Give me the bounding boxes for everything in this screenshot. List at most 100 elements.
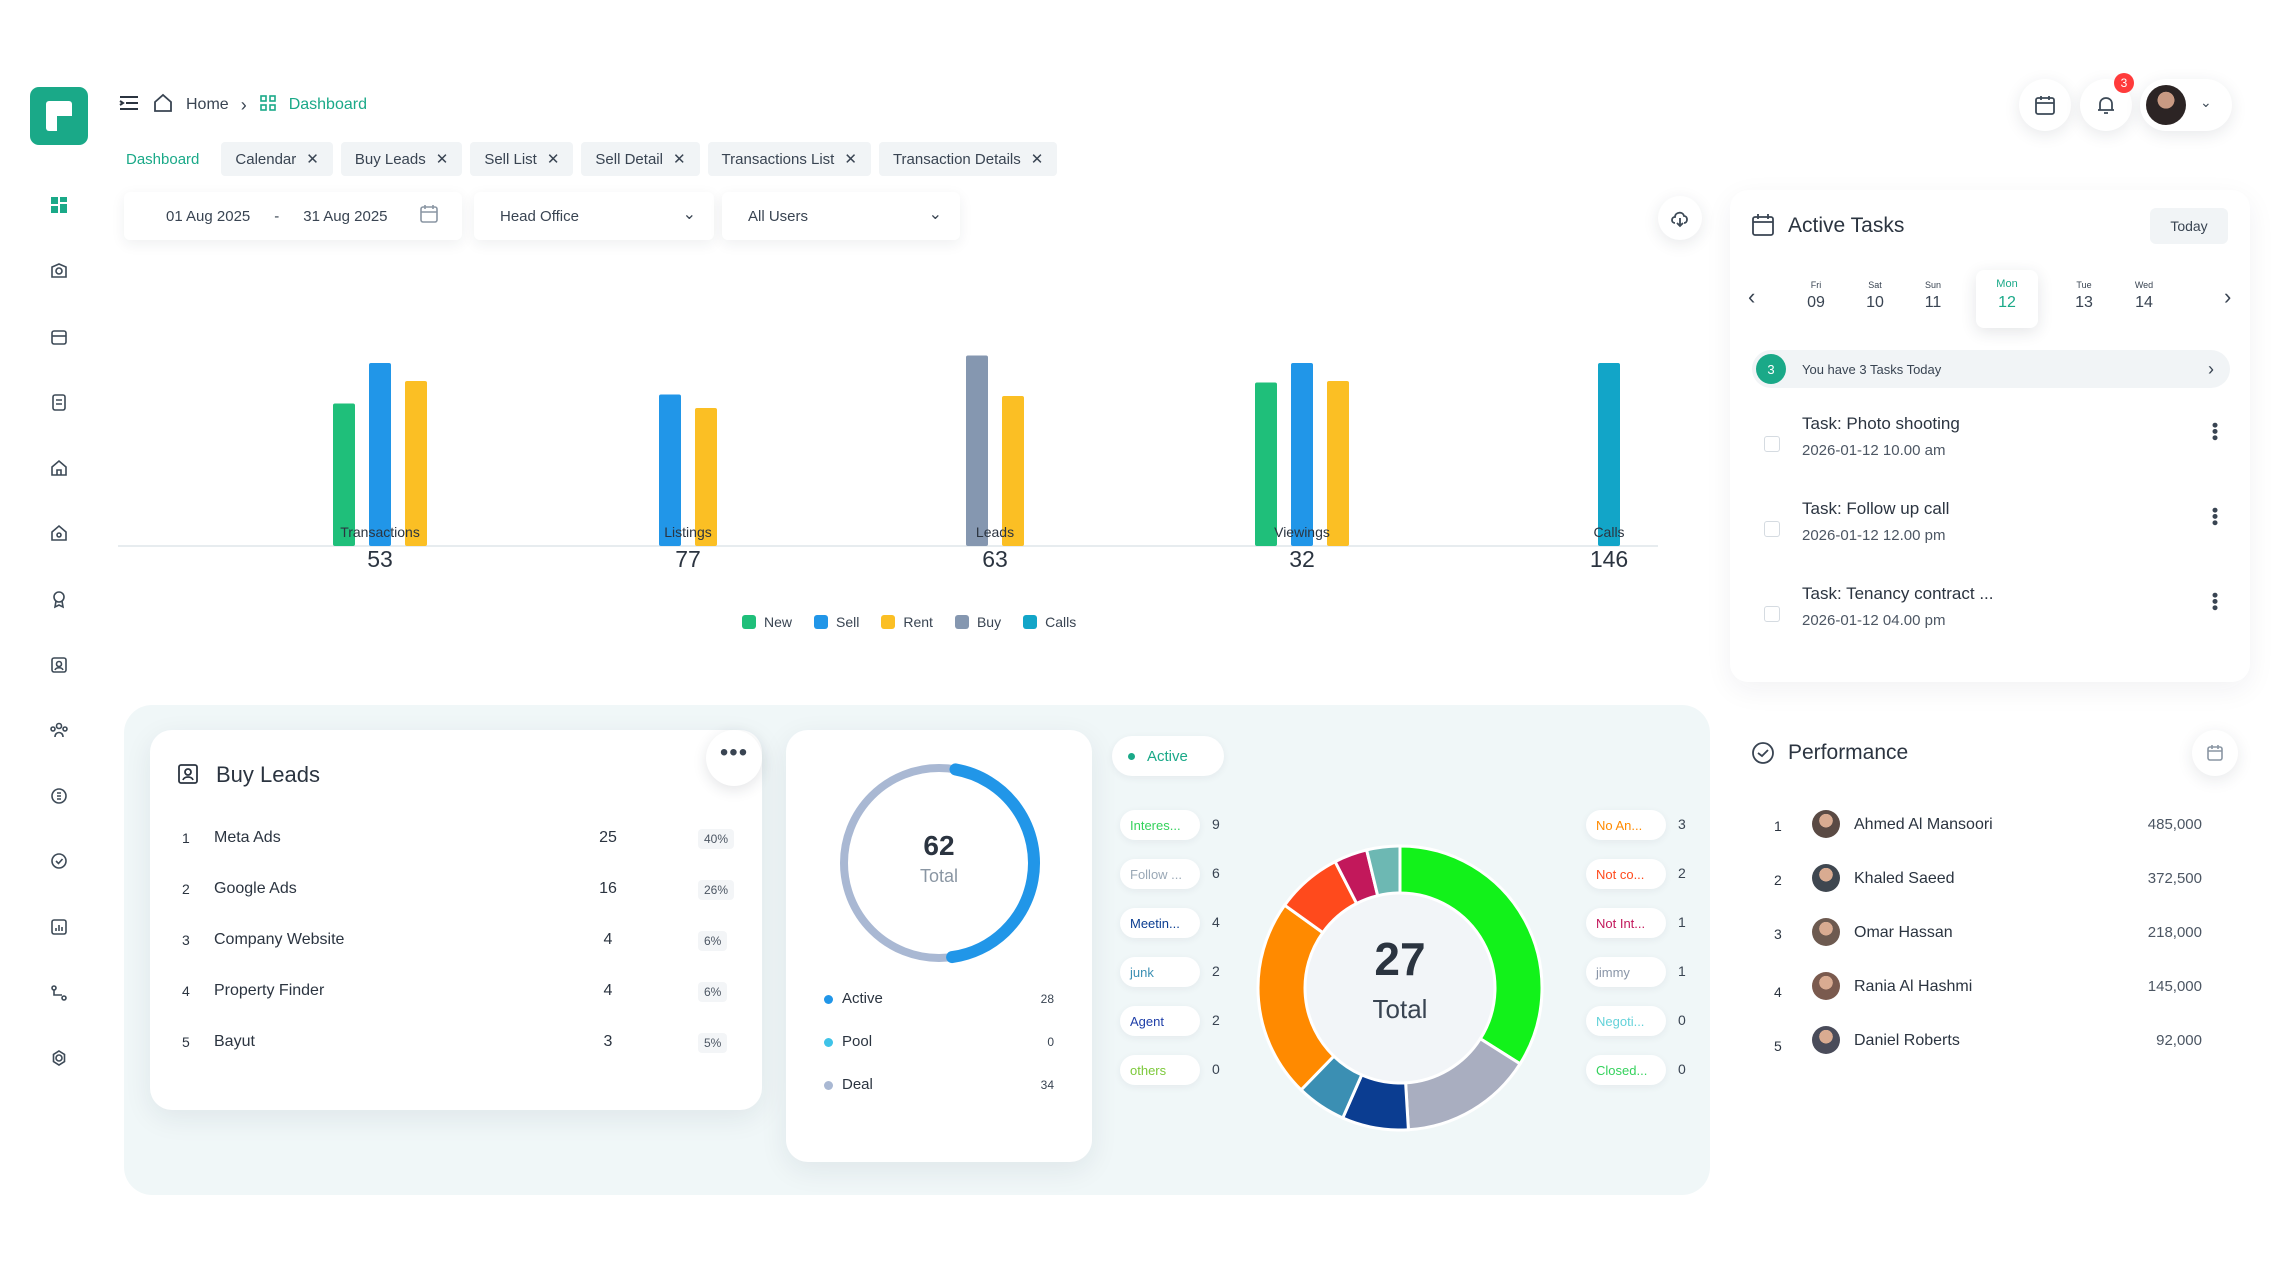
bar-viewings-rent[interactable] bbox=[1327, 381, 1349, 546]
user-menu[interactable]: ⌄ bbox=[2140, 79, 2232, 131]
team-icon[interactable] bbox=[47, 718, 71, 742]
bar-leads-rent[interactable] bbox=[1002, 396, 1024, 546]
store-icon[interactable] bbox=[47, 325, 71, 349]
clipboard-icon[interactable] bbox=[47, 390, 71, 414]
kebab-menu-icon[interactable]: ••• bbox=[2205, 592, 2225, 611]
bar-transactions-sell[interactable] bbox=[369, 363, 391, 546]
kebab-menu-icon[interactable]: ••• bbox=[2205, 422, 2225, 441]
pipeline-stage-pill[interactable]: others bbox=[1120, 1055, 1200, 1085]
pipeline-stage-pill[interactable]: Agent bbox=[1120, 1006, 1200, 1036]
legend-item[interactable]: Rent bbox=[881, 614, 933, 630]
bar-transactions-rent[interactable] bbox=[405, 381, 427, 546]
list-item[interactable]: 5 Bayut 3 5% bbox=[150, 1030, 762, 1060]
close-icon[interactable]: ✕ bbox=[672, 151, 686, 168]
tab-transaction-details[interactable]: Transaction Details ✕ bbox=[878, 142, 1058, 176]
task-checkbox[interactable] bbox=[1764, 606, 1780, 622]
day-sat[interactable]: Sat 10 bbox=[1845, 280, 1905, 312]
close-icon[interactable]: ✕ bbox=[435, 151, 449, 168]
performance-row[interactable]: 4 Rania Al Hashmi 145,000 bbox=[1766, 972, 2226, 1002]
pipeline-stage-pill[interactable]: No An... bbox=[1586, 810, 1666, 840]
bar-listings-rent[interactable] bbox=[695, 408, 717, 546]
tab-sell-list[interactable]: Sell List ✕ bbox=[470, 142, 574, 176]
day-mon[interactable]: Mon 12 bbox=[1976, 270, 2038, 328]
home-breadcrumb-icon[interactable] bbox=[152, 93, 174, 118]
app-logo[interactable] bbox=[30, 87, 88, 145]
notifications-button[interactable]: 3 bbox=[2080, 73, 2134, 131]
location-search-icon[interactable] bbox=[47, 259, 71, 283]
download-button[interactable] bbox=[1658, 196, 1702, 240]
award-icon[interactable] bbox=[47, 587, 71, 611]
pipeline-stage-pill[interactable]: Not Int... bbox=[1586, 908, 1666, 938]
house-star-icon[interactable] bbox=[47, 521, 71, 545]
pipeline-stage-pill[interactable]: Meetin... bbox=[1120, 908, 1200, 938]
date-range-picker[interactable]: 01 Aug 2025 - 31 Aug 2025 bbox=[124, 192, 462, 240]
list-item[interactable]: 2 Google Ads 16 26% bbox=[150, 877, 762, 907]
currency-icon[interactable] bbox=[47, 784, 71, 808]
close-icon[interactable]: ✕ bbox=[306, 151, 319, 168]
legend-item[interactable]: Sell bbox=[814, 614, 859, 630]
menu-toggle-icon[interactable] bbox=[118, 94, 140, 117]
more-options-button[interactable]: ••• bbox=[706, 730, 762, 786]
pipeline-stage-pill[interactable]: Negoti... bbox=[1586, 1006, 1666, 1036]
task-item[interactable]: Task: Tenancy contract ... 2026-01-12 04.… bbox=[1730, 584, 2250, 644]
tasks-summary-bar[interactable]: 3 You have 3 Tasks Today › bbox=[1752, 350, 2230, 388]
legend-item[interactable]: Calls bbox=[1023, 614, 1076, 630]
bar-calls-calls[interactable] bbox=[1598, 363, 1620, 546]
close-icon[interactable]: ✕ bbox=[546, 151, 560, 168]
bar-leads-buy[interactable] bbox=[966, 355, 988, 547]
chevron-right-icon[interactable]: › bbox=[2224, 284, 2232, 309]
settings-icon[interactable] bbox=[47, 1046, 71, 1070]
task-checkbox[interactable] bbox=[1764, 436, 1780, 452]
donut-segment-other[interactable] bbox=[1364, 844, 1402, 898]
dashboard-icon[interactable] bbox=[47, 193, 71, 217]
calendar-button[interactable] bbox=[2019, 79, 2071, 131]
pipeline-stage-pill[interactable]: junk bbox=[1120, 957, 1200, 987]
tab-buy-leads[interactable]: Buy Leads ✕ bbox=[340, 142, 463, 176]
branch-select[interactable]: Head Office ⌄ bbox=[474, 192, 714, 240]
legend-item[interactable]: New bbox=[742, 614, 792, 630]
today-button[interactable]: Today bbox=[2150, 208, 2228, 244]
users-select[interactable]: All Users ⌄ bbox=[722, 192, 960, 240]
bar-transactions-new[interactable] bbox=[333, 403, 355, 547]
day-tue[interactable]: Tue 13 bbox=[2054, 280, 2114, 312]
date-to[interactable]: 31 Aug 2025 bbox=[303, 207, 388, 225]
task-checkbox[interactable] bbox=[1764, 521, 1780, 537]
calendar-icon[interactable] bbox=[418, 203, 440, 229]
kebab-menu-icon[interactable]: ••• bbox=[2205, 507, 2225, 526]
breadcrumb-home[interactable]: Home bbox=[186, 96, 229, 113]
pipeline-stage-pill[interactable]: jimmy bbox=[1586, 957, 1666, 987]
tab-sell-detail[interactable]: Sell Detail ✕ bbox=[581, 142, 700, 176]
pipeline-stage-pill[interactable]: Interes... bbox=[1120, 810, 1200, 840]
day-sun[interactable]: Sun 11 bbox=[1903, 280, 1963, 312]
performance-calendar-button[interactable] bbox=[2192, 730, 2238, 776]
tab-transactions-list[interactable]: Transactions List ✕ bbox=[707, 142, 871, 176]
legend-item[interactable]: Buy bbox=[954, 614, 1001, 630]
date-from[interactable]: 01 Aug 2025 bbox=[166, 207, 251, 225]
pipeline-stage-pill[interactable]: Closed... bbox=[1586, 1055, 1666, 1085]
check-circle-icon[interactable] bbox=[47, 849, 71, 873]
list-item[interactable]: 3 Company Website 4 6% bbox=[150, 928, 762, 958]
bar-listings-sell[interactable] bbox=[659, 394, 681, 547]
list-item[interactable]: 1 Meta Ads 25 40% bbox=[150, 826, 762, 856]
tab-calendar[interactable]: Calendar ✕ bbox=[221, 142, 333, 176]
report-chart-icon[interactable] bbox=[47, 915, 71, 939]
pipeline-stage-pill[interactable]: Follow ... bbox=[1120, 859, 1200, 889]
close-icon[interactable]: ✕ bbox=[1030, 151, 1044, 168]
tab-dashboard[interactable]: Dashboard bbox=[118, 142, 213, 176]
performance-row[interactable]: 5 Daniel Roberts 92,000 bbox=[1766, 1026, 2226, 1056]
pipeline-stage-pill[interactable]: Not co... bbox=[1586, 859, 1666, 889]
list-item[interactable]: 4 Property Finder 4 6% bbox=[150, 979, 762, 1009]
bar-viewings-new[interactable] bbox=[1255, 382, 1277, 547]
day-fri[interactable]: Fri 09 bbox=[1786, 280, 1846, 312]
bar-viewings-sell[interactable] bbox=[1291, 363, 1313, 546]
performance-row[interactable]: 1 Ahmed Al Mansoori 485,000 bbox=[1766, 810, 2226, 840]
home-icon[interactable] bbox=[47, 456, 71, 480]
chevron-left-icon[interactable]: ‹ bbox=[1748, 284, 1756, 309]
donut-segment-interested[interactable] bbox=[1398, 844, 1544, 1066]
contact-icon[interactable] bbox=[47, 653, 71, 677]
active-filter-pill[interactable]: Active bbox=[1112, 736, 1224, 776]
close-icon[interactable]: ✕ bbox=[844, 151, 857, 168]
workflow-icon[interactable] bbox=[47, 981, 71, 1005]
performance-row[interactable]: 3 Omar Hassan 218,000 bbox=[1766, 918, 2226, 948]
day-wed[interactable]: Wed 14 bbox=[2114, 280, 2174, 312]
